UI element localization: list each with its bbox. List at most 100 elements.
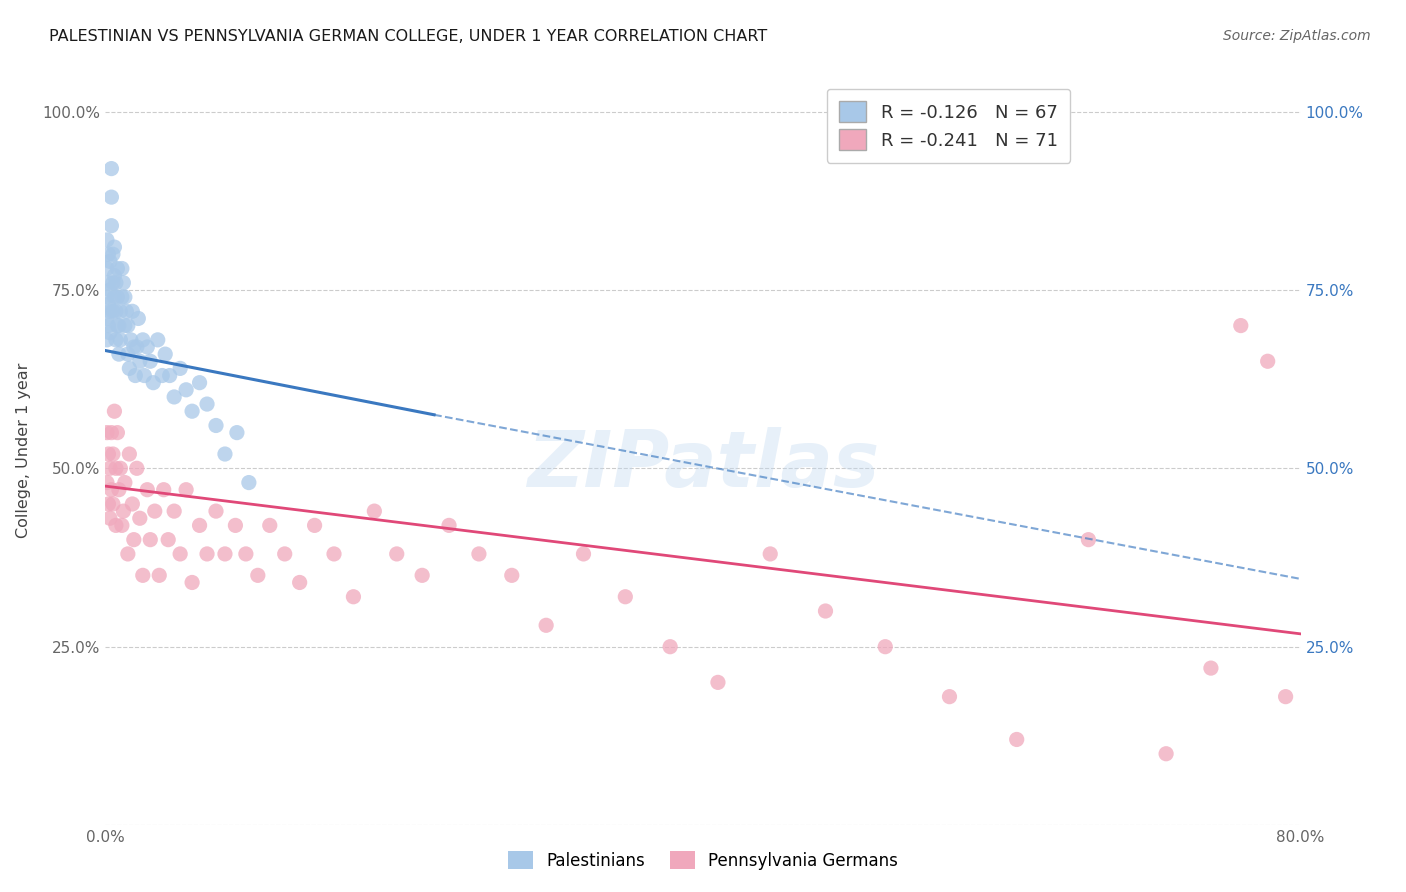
Point: [122, 340, 145, 354]
Point: [707, 675, 730, 690]
Point: [169, 547, 191, 561]
Point: [148, 568, 170, 582]
Point: [117, 347, 139, 361]
Point: [411, 568, 433, 582]
Point: [100, 425, 122, 440]
Point: [103, 290, 125, 304]
Point: [98, 283, 121, 297]
Point: [103, 268, 125, 283]
Point: [1077, 533, 1099, 547]
Point: [97, 247, 120, 261]
Point: [107, 261, 129, 276]
Text: PALESTINIAN VS PENNSYLVANIA GERMAN COLLEGE, UNDER 1 YEAR CORRELATION CHART: PALESTINIAN VS PENNSYLVANIA GERMAN COLLE…: [49, 29, 768, 45]
Point: [214, 447, 236, 461]
Point: [205, 504, 228, 518]
Point: [195, 547, 218, 561]
Point: [96, 290, 118, 304]
Point: [103, 404, 125, 418]
Point: [163, 504, 186, 518]
Point: [468, 547, 491, 561]
Point: [120, 333, 142, 347]
Point: [188, 518, 211, 533]
Point: [134, 368, 156, 383]
Point: [146, 333, 169, 347]
Point: [101, 304, 124, 318]
Point: [121, 304, 143, 318]
Point: [96, 261, 118, 276]
Point: [174, 483, 197, 497]
Point: [100, 483, 122, 497]
Point: [159, 368, 181, 383]
Point: [125, 461, 148, 475]
Point: [132, 568, 155, 582]
Text: Source: ZipAtlas.com: Source: ZipAtlas.com: [1223, 29, 1371, 44]
Point: [100, 190, 122, 204]
Point: [104, 276, 127, 290]
Point: [114, 318, 136, 333]
Point: [124, 368, 146, 383]
Point: [385, 547, 408, 561]
Point: [304, 518, 326, 533]
Point: [101, 247, 124, 261]
Point: [225, 425, 249, 440]
Point: [1257, 354, 1279, 368]
Point: [97, 276, 120, 290]
Point: [96, 475, 118, 490]
Point: [100, 219, 122, 233]
Point: [112, 504, 135, 518]
Point: [114, 290, 136, 304]
Point: [152, 483, 174, 497]
Point: [501, 568, 523, 582]
Point: [235, 547, 257, 561]
Point: [111, 261, 134, 276]
Point: [132, 333, 155, 347]
Point: [169, 361, 191, 376]
Point: [104, 518, 127, 533]
Point: [273, 547, 295, 561]
Point: [188, 376, 211, 390]
Point: [103, 240, 125, 254]
Point: [1229, 318, 1253, 333]
Point: [1005, 732, 1028, 747]
Point: [111, 290, 134, 304]
Point: [174, 383, 197, 397]
Point: [114, 475, 136, 490]
Point: [98, 326, 121, 340]
Point: [107, 318, 129, 333]
Point: [117, 547, 139, 561]
Text: ZIPatlas: ZIPatlas: [527, 427, 879, 503]
Point: [98, 461, 121, 475]
Point: [150, 368, 173, 383]
Point: [157, 533, 180, 547]
Point: [363, 504, 385, 518]
Point: [104, 333, 127, 347]
Point: [139, 533, 162, 547]
Point: [98, 511, 121, 525]
Y-axis label: College, Under 1 year: College, Under 1 year: [17, 363, 31, 538]
Point: [136, 340, 159, 354]
Point: [437, 518, 460, 533]
Point: [104, 304, 127, 318]
Point: [128, 354, 150, 368]
Point: [118, 361, 141, 376]
Point: [111, 518, 134, 533]
Point: [759, 547, 782, 561]
Point: [96, 311, 118, 326]
Point: [1154, 747, 1177, 761]
Point: [614, 590, 637, 604]
Point: [205, 418, 228, 433]
Point: [97, 447, 120, 461]
Point: [323, 547, 346, 561]
Point: [814, 604, 837, 618]
Point: [108, 483, 131, 497]
Point: [342, 590, 364, 604]
Point: [181, 404, 204, 418]
Point: [101, 447, 124, 461]
Point: [96, 333, 118, 347]
Point: [97, 318, 120, 333]
Point: [96, 233, 118, 247]
Point: [534, 618, 557, 632]
Point: [108, 318, 131, 333]
Point: [97, 297, 120, 311]
Point: [163, 390, 186, 404]
